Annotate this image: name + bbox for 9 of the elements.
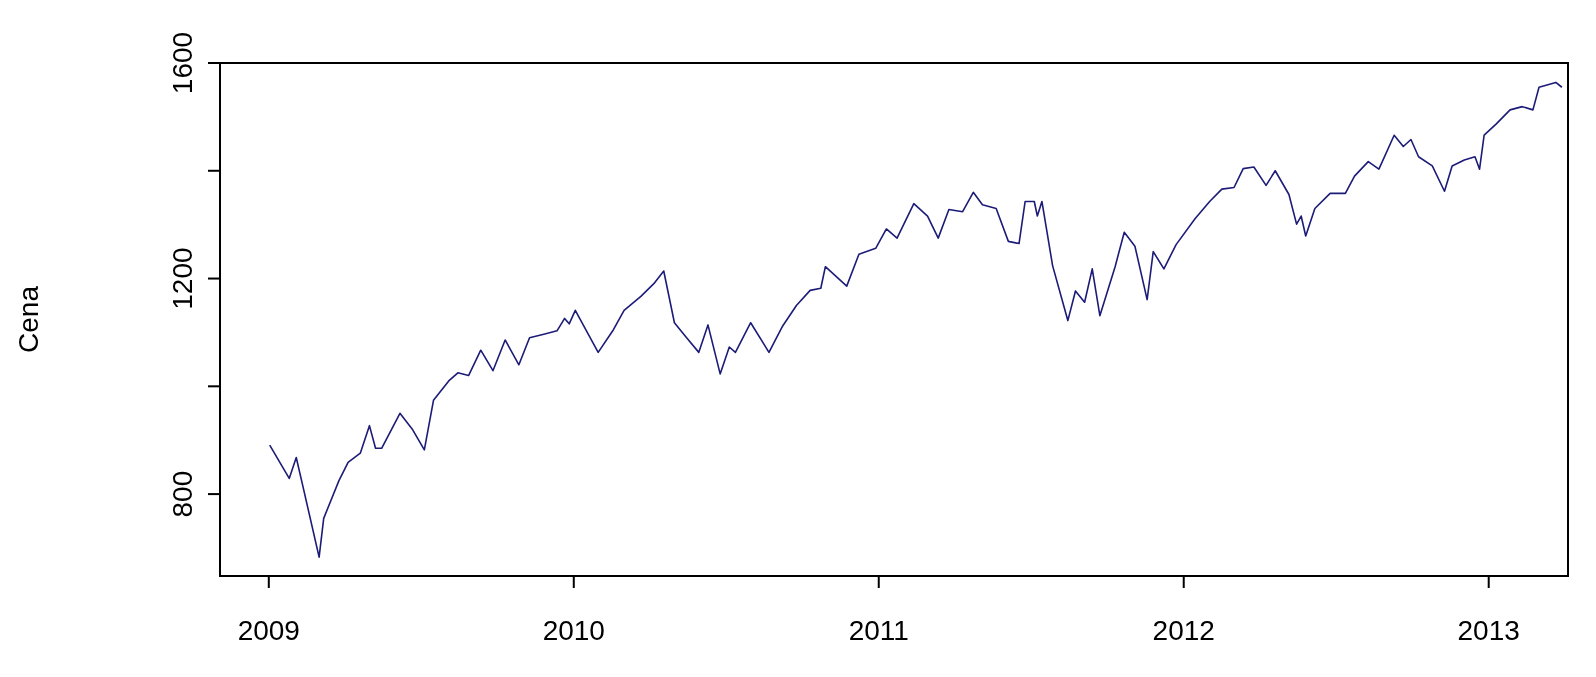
x-tick-label: 2013 xyxy=(1457,614,1520,646)
y-tick-label: 1200 xyxy=(167,247,198,310)
x-tick-label: 2011 xyxy=(848,614,909,646)
x-tick-label: 2012 xyxy=(1152,614,1215,646)
x-tick-label: 2010 xyxy=(542,614,605,646)
y-axis-title: Cena xyxy=(12,285,44,353)
x-tick-label: 2009 xyxy=(237,614,300,646)
y-tick-label: 800 xyxy=(167,470,198,518)
y-tick-label: 1600 xyxy=(167,31,198,95)
